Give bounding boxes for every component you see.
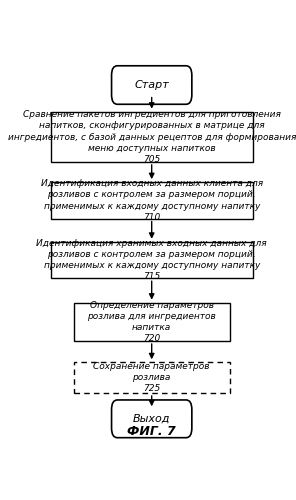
FancyBboxPatch shape bbox=[112, 66, 192, 104]
Text: Идентификация входных данных клиента для
розливов с контролем за размером порций: Идентификация входных данных клиента для… bbox=[41, 180, 263, 222]
FancyBboxPatch shape bbox=[51, 112, 253, 162]
Text: Выход: Выход bbox=[133, 414, 170, 424]
FancyBboxPatch shape bbox=[112, 400, 192, 438]
FancyBboxPatch shape bbox=[51, 242, 253, 279]
Text: Старт: Старт bbox=[134, 80, 169, 90]
Text: Определение параметров
розлива для ингредиентов
напитка
720: Определение параметров розлива для ингре… bbox=[87, 300, 216, 343]
Text: Идентификация хранимых входных данных для
розливов с контролем за размером порци: Идентификация хранимых входных данных дл… bbox=[36, 239, 267, 282]
Text: ФИГ. 7: ФИГ. 7 bbox=[127, 425, 176, 438]
Text: Сохранение параметров
розлива
725: Сохранение параметров розлива 725 bbox=[94, 362, 210, 393]
Text: Сравнение пакетов ингредиентов для приготовления
напитков, сконфигурированных в : Сравнение пакетов ингредиентов для приго… bbox=[7, 110, 296, 164]
FancyBboxPatch shape bbox=[51, 182, 253, 219]
FancyBboxPatch shape bbox=[74, 362, 230, 393]
FancyBboxPatch shape bbox=[74, 302, 230, 341]
